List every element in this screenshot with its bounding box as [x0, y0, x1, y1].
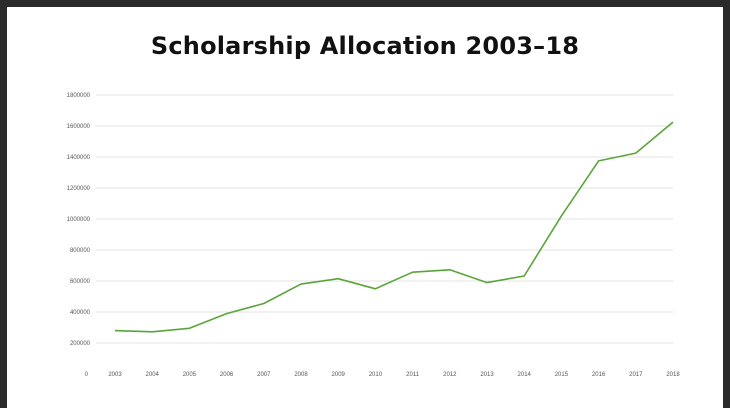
x-tick-label: 2008: [294, 372, 308, 378]
x-tick-label: 2017: [629, 372, 643, 378]
x-tick-label: 2014: [518, 372, 532, 378]
y-tick-label: 1800000: [67, 93, 91, 99]
y-tick-label: 1400000: [67, 155, 91, 161]
x-tick-label: 2015: [555, 372, 569, 378]
x-tick-label: 2005: [183, 372, 197, 378]
y-tick-label: 600000: [70, 279, 91, 285]
y-tick-label: 200000: [70, 341, 91, 347]
x-tick-label: 2006: [220, 372, 234, 378]
x-tick-label: 2018: [666, 372, 680, 378]
y-tick-label: 0: [85, 372, 89, 378]
x-tick-label: 2010: [369, 372, 383, 378]
y-tick-label: 1600000: [67, 124, 91, 130]
x-tick-label: 2004: [146, 372, 160, 378]
x-tick-label: 2012: [443, 372, 457, 378]
series-line: [114, 121, 674, 333]
x-tick-label: 2013: [480, 372, 494, 378]
x-tick-label: 2003: [108, 372, 122, 378]
x-tick-label: 2016: [592, 372, 606, 378]
y-tick-label: 400000: [70, 310, 91, 316]
x-tick-label: 2007: [257, 372, 271, 378]
y-tick-label: 1200000: [67, 186, 91, 192]
x-tick-label: 2011: [406, 372, 420, 378]
chart-title: Scholarship Allocation 2003–18: [150, 32, 580, 60]
y-tick-label: 1000000: [67, 217, 91, 223]
x-tick-label: 2009: [332, 372, 346, 378]
y-tick-label: 800000: [70, 248, 91, 254]
